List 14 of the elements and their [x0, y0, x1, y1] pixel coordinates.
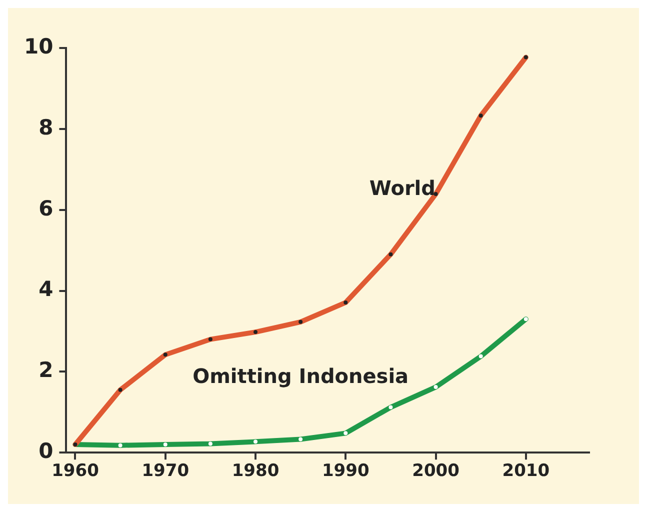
x-tick-label: 2010: [502, 461, 550, 482]
y-tick-label: 8: [38, 115, 54, 140]
series-label: World: [369, 176, 436, 200]
y-tick-label: 6: [38, 196, 54, 220]
x-tick-label: 1990: [322, 461, 370, 482]
x-tick-label: 2000: [412, 461, 460, 482]
y-tick-label: 10: [24, 34, 54, 58]
y-tick-label: 4: [38, 277, 54, 302]
y-tick-label: 0: [38, 439, 54, 464]
x-tick-label: 1980: [232, 461, 280, 482]
series-label: Omitting Indonesia: [192, 364, 409, 388]
y-tick-label: 2: [38, 358, 54, 382]
x-tick-label: 1960: [52, 461, 100, 482]
x-tick-label: 1970: [142, 461, 190, 482]
